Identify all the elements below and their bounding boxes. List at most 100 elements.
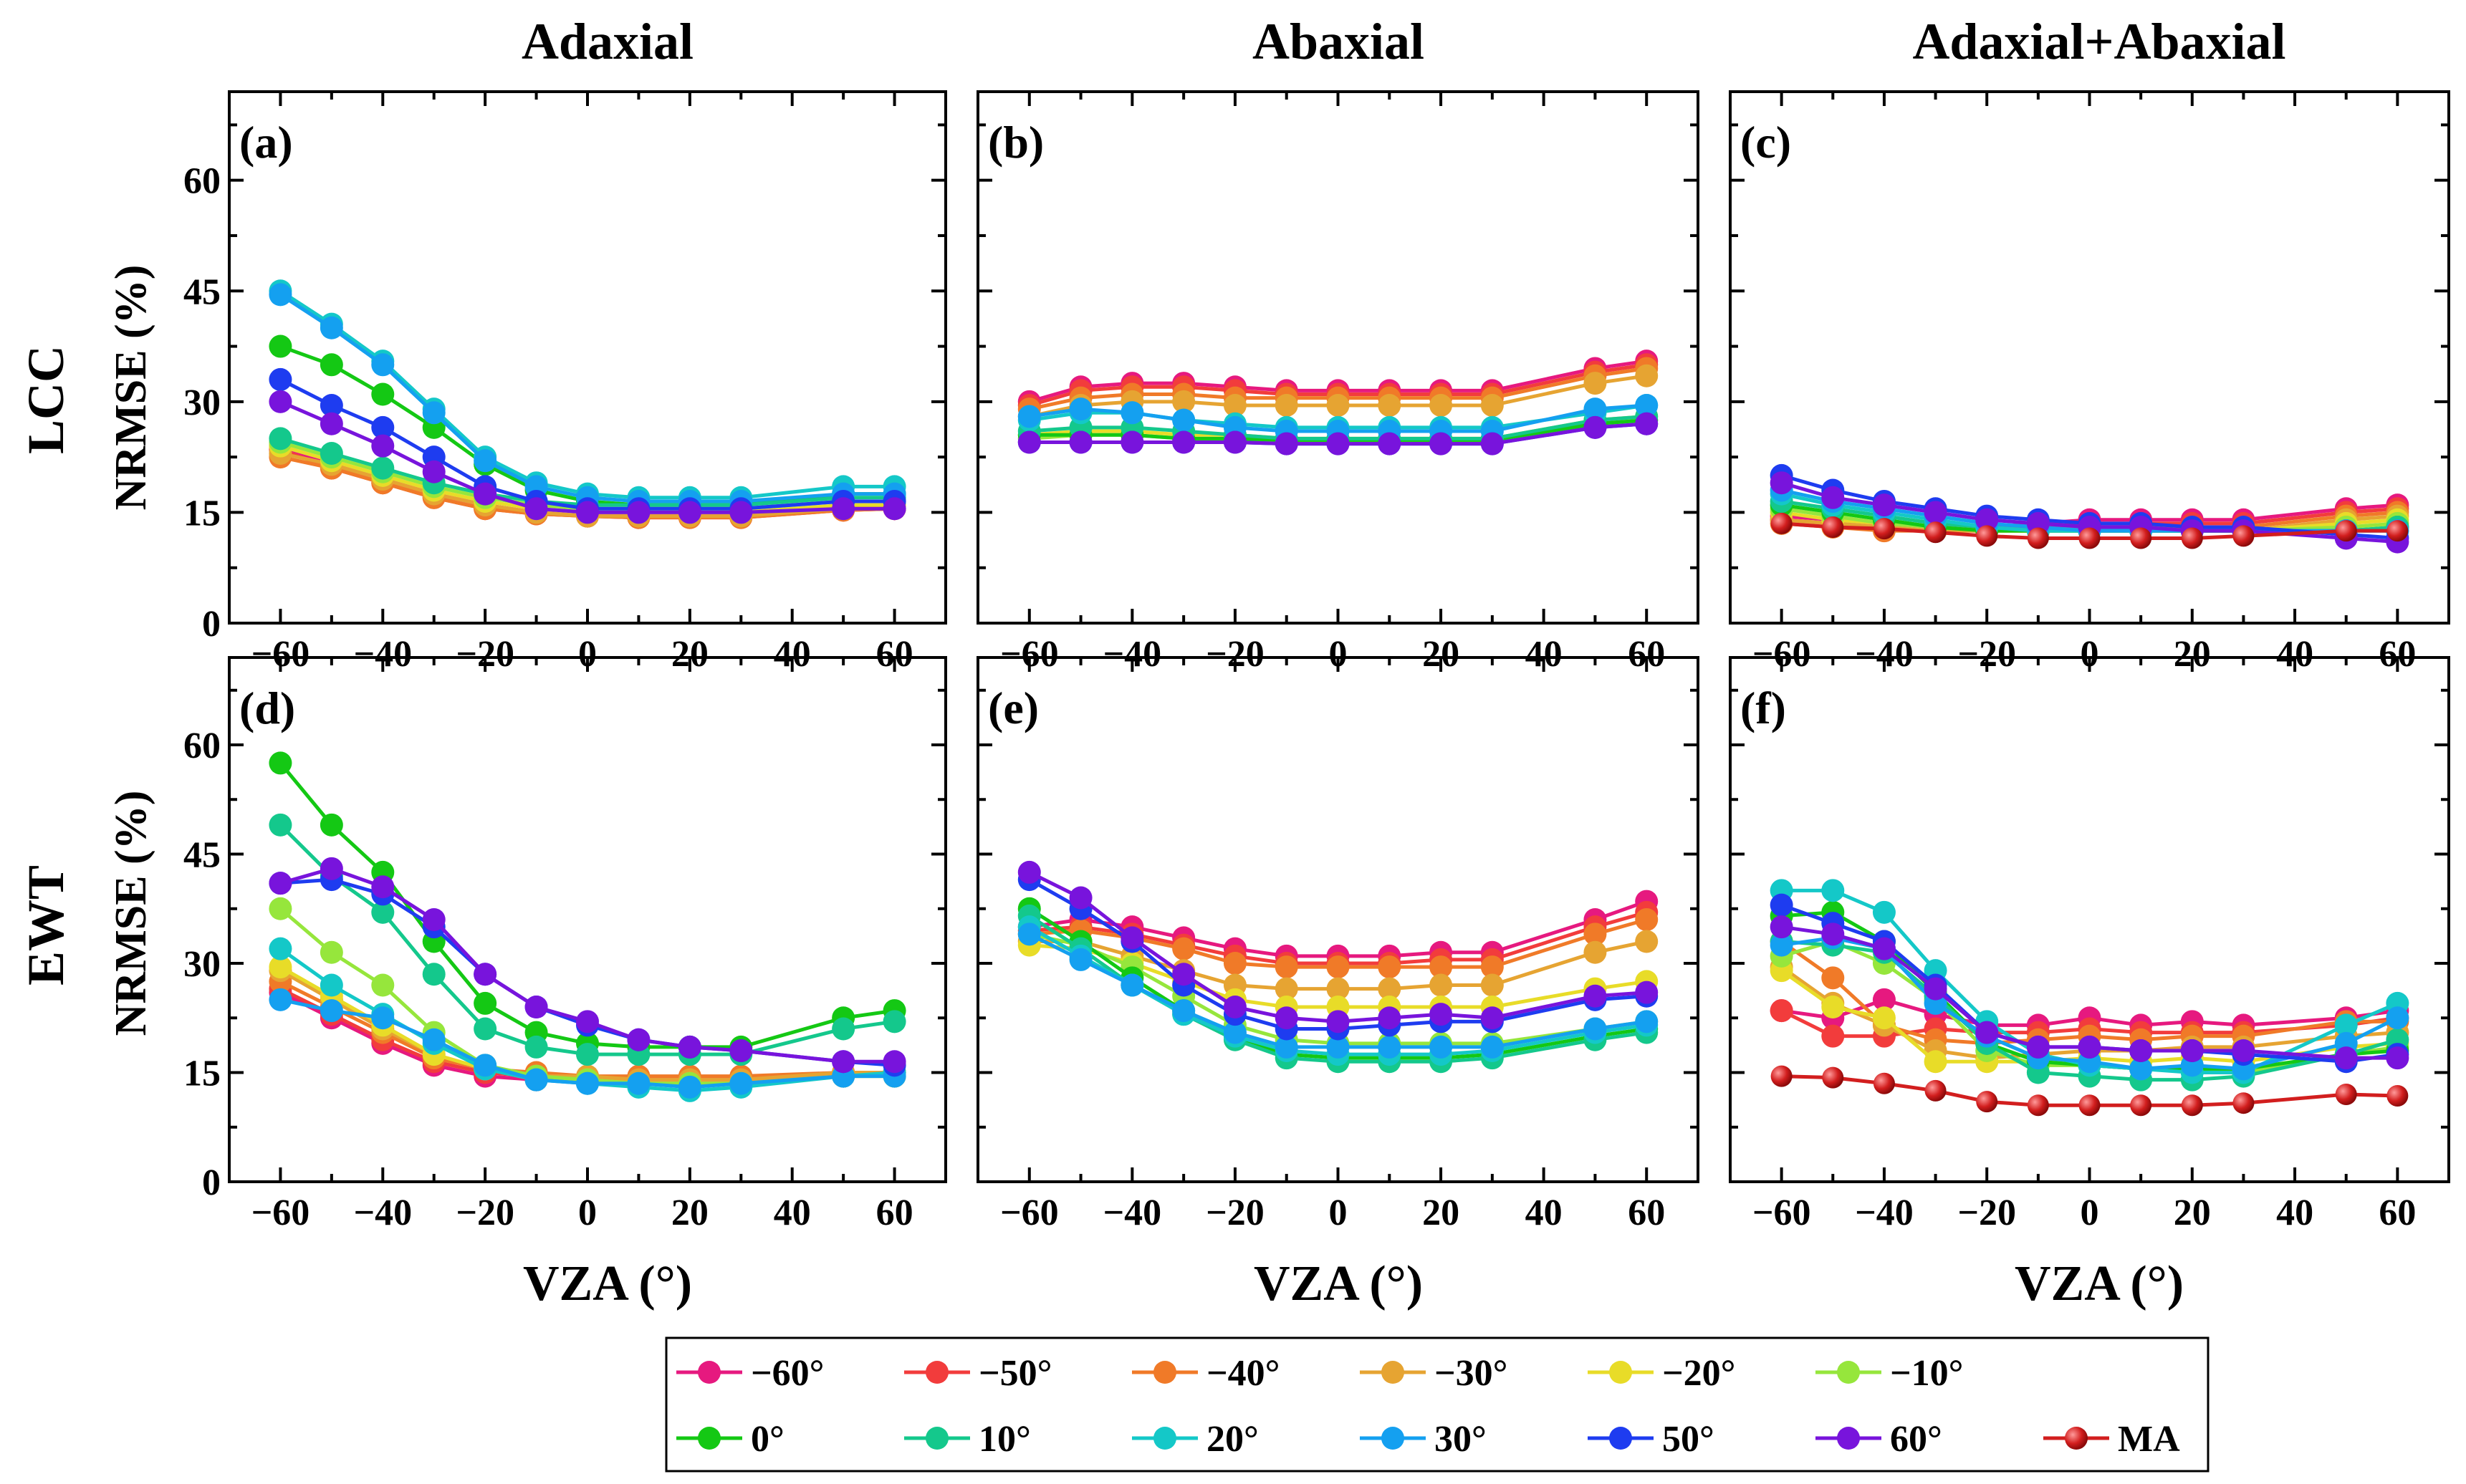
data-point xyxy=(1326,1010,1350,1034)
data-point xyxy=(1275,955,1298,979)
x-tick-label: 40 xyxy=(774,1192,811,1233)
legend-marker xyxy=(1609,1427,1632,1450)
data-point xyxy=(1378,1035,1401,1059)
data-point xyxy=(1583,1017,1607,1041)
data-point xyxy=(371,1006,395,1030)
legend-label: −50° xyxy=(979,1353,1052,1394)
data-point xyxy=(524,1035,548,1059)
x-tick-label: −20 xyxy=(1957,1192,2016,1233)
data-point xyxy=(1480,973,1504,997)
legend-item: −60° xyxy=(676,1353,824,1394)
data-point xyxy=(1429,432,1453,456)
legend-item: 20° xyxy=(1132,1419,1259,1460)
data-point xyxy=(1121,926,1144,950)
data-point xyxy=(1976,525,1998,547)
data-point xyxy=(2334,1013,2358,1037)
data-point xyxy=(1429,955,1453,979)
data-point xyxy=(1770,915,1793,939)
legend-label: 50° xyxy=(1662,1419,1714,1460)
data-point xyxy=(2181,1094,2203,1117)
data-point xyxy=(1583,922,1607,946)
data-point xyxy=(269,937,292,960)
data-point xyxy=(371,415,395,439)
data-point xyxy=(269,955,292,979)
column-title-abaxial: Abaxial xyxy=(1252,13,1424,70)
x-tick-label: −40 xyxy=(1855,1192,1914,1233)
data-point xyxy=(832,1017,855,1041)
series-MA xyxy=(1770,512,2409,549)
panel-e: (e) −60 −40 −20 0 20 40 60 xyxy=(977,656,1699,1233)
data-point xyxy=(371,973,395,997)
data-point xyxy=(1429,1035,1453,1059)
x-tick-label: −40 xyxy=(353,1192,412,1233)
data-point xyxy=(2232,1092,2255,1114)
y-tick-label: 60 xyxy=(183,726,221,766)
data-point xyxy=(1872,1006,1896,1030)
data-point xyxy=(1924,521,1947,544)
data-point xyxy=(2232,1039,2255,1062)
legend-label: 10° xyxy=(979,1419,1031,1460)
panel-b: (b)−60 −40 −20 0 20 40 60 xyxy=(977,90,1699,675)
data-point xyxy=(1275,432,1298,456)
row-label-lcc: LCC xyxy=(17,345,75,454)
legend-label: 0° xyxy=(751,1419,785,1460)
data-point xyxy=(1275,1006,1298,1030)
legend-label: 30° xyxy=(1434,1419,1487,1460)
data-point xyxy=(1975,508,1999,531)
legend-item: −50° xyxy=(904,1353,1052,1394)
data-point xyxy=(1821,879,1845,902)
data-point xyxy=(1873,1072,1895,1094)
data-point xyxy=(883,1050,906,1074)
legend-marker xyxy=(1153,1361,1176,1384)
data-point xyxy=(269,367,292,391)
x-tick-label: −40 xyxy=(1103,1192,1162,1233)
legend-item: −10° xyxy=(1815,1353,1963,1394)
data-point xyxy=(576,501,599,524)
data-point xyxy=(320,393,343,417)
panel-tag: (f) xyxy=(1740,683,1786,733)
data-point xyxy=(524,1068,548,1092)
data-point xyxy=(474,1054,497,1077)
data-point xyxy=(1172,408,1196,432)
y-tick-label: 0 xyxy=(202,604,221,645)
data-point xyxy=(1275,1035,1298,1059)
data-point xyxy=(2129,1039,2153,1062)
y-tick-label: 30 xyxy=(183,944,221,985)
data-point xyxy=(2386,1006,2409,1030)
data-point xyxy=(1635,980,1659,1004)
data-point xyxy=(1872,937,1896,960)
data-point xyxy=(1822,516,1844,539)
data-point xyxy=(1017,860,1041,884)
panel-frame xyxy=(977,90,1699,625)
data-point xyxy=(371,875,395,899)
data-point xyxy=(320,940,343,964)
data-point xyxy=(2181,527,2203,549)
series-MA xyxy=(1770,1065,2409,1117)
data-point xyxy=(1378,977,1401,1001)
x-tick-label: −60 xyxy=(251,1192,310,1233)
data-point xyxy=(320,857,343,880)
data-point xyxy=(576,1010,599,1034)
data-point xyxy=(729,501,753,524)
data-point xyxy=(1770,1065,1793,1087)
data-point xyxy=(1017,430,1041,454)
legend-marker xyxy=(1381,1427,1404,1450)
data-point xyxy=(1069,430,1093,454)
data-point xyxy=(269,988,292,1011)
y-tick-label: 30 xyxy=(183,382,221,423)
data-point xyxy=(474,449,497,473)
data-point xyxy=(1378,432,1401,456)
data-point xyxy=(883,1010,906,1034)
legend-label: −10° xyxy=(1890,1353,1963,1394)
data-point xyxy=(1326,977,1350,1001)
series-60° xyxy=(1017,860,1659,1034)
y-axis-label-top: NRMSE (%) xyxy=(107,265,155,511)
data-point xyxy=(1326,432,1350,456)
data-point xyxy=(422,401,446,425)
data-point xyxy=(2386,1085,2409,1107)
x-tick-label: 0 xyxy=(578,1192,597,1233)
series-60° xyxy=(269,857,906,1074)
data-point xyxy=(2180,1039,2204,1062)
data-point xyxy=(474,482,497,506)
